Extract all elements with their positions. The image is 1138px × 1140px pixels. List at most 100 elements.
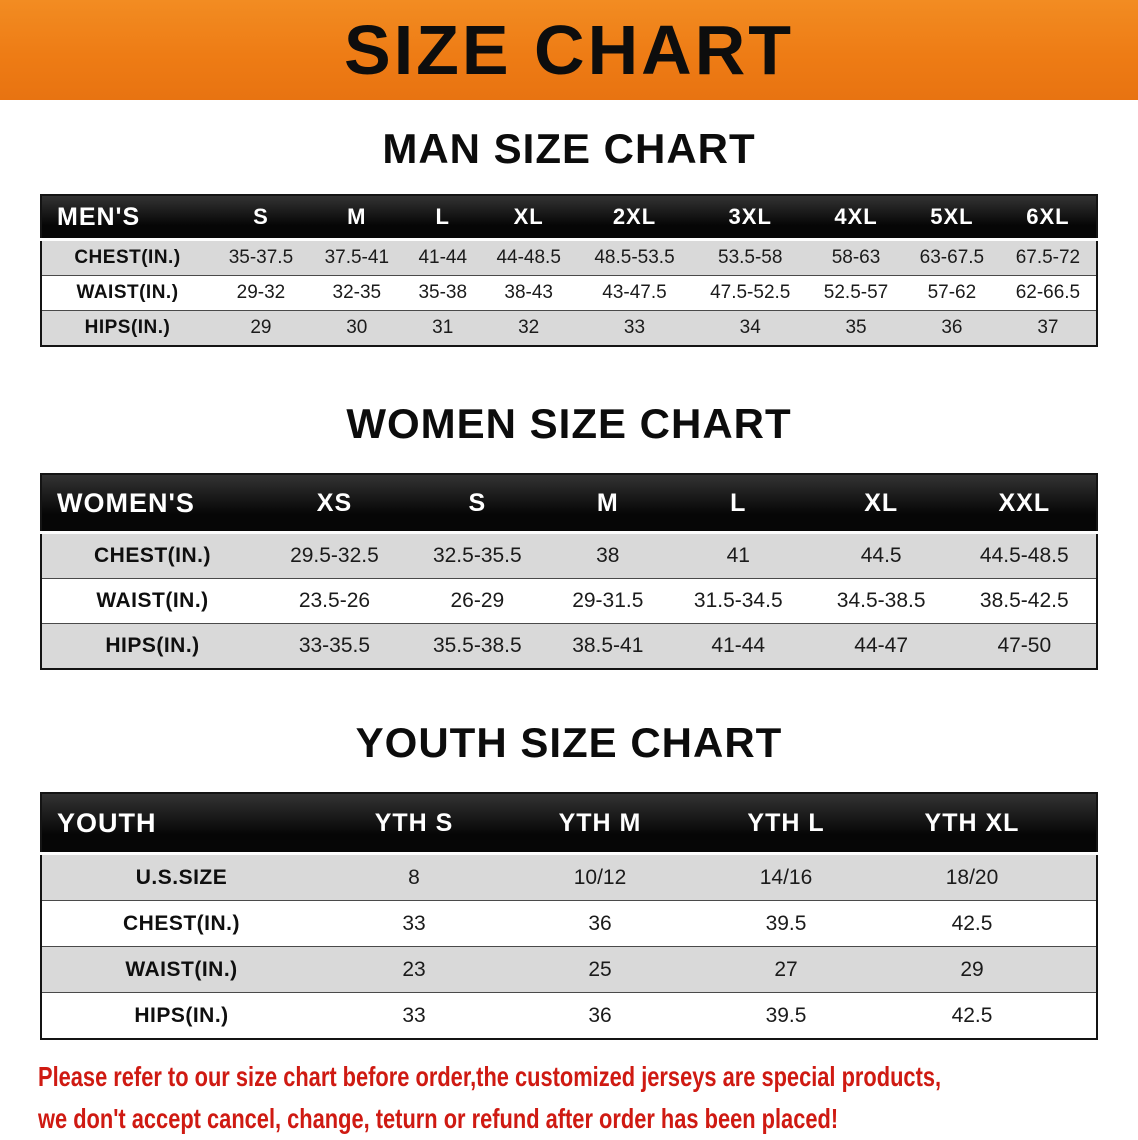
size-cell: 10/12 — [507, 852, 693, 901]
size-column-header: XXL — [952, 474, 1097, 533]
youth-section: YOUTH SIZE CHART YOUTH YTH S YTH M YTH L YTH… — [0, 720, 1138, 1040]
footer-note: Please refer to our size chart before or… — [0, 1056, 1138, 1140]
women-size-table: WOMEN'S XS S M L XL XXL CHEST(IN.) 29.5-32.5 32.5… — [40, 473, 1098, 670]
size-cell: 25 — [507, 946, 693, 993]
header-filler — [1065, 793, 1097, 854]
table-row: U.S.SIZE 8 10/12 14/16 18/20 — [41, 852, 1097, 901]
size-column-header: 4XL — [808, 195, 904, 240]
size-cell: 47-50 — [952, 623, 1097, 669]
size-column-header: L — [404, 195, 481, 240]
size-cell: 39.5 — [693, 900, 879, 947]
row-label: WAIST(IN.) — [41, 275, 213, 311]
size-cell: 30 — [308, 310, 405, 346]
size-cell: 34 — [692, 310, 809, 346]
size-cell: 29.5-32.5 — [263, 531, 406, 579]
row-label: HIPS(IN.) — [41, 992, 321, 1039]
row-filler — [1065, 992, 1097, 1039]
banner: SIZE CHART — [0, 0, 1138, 100]
size-cell: 18/20 — [879, 852, 1065, 901]
size-cell: 44-48.5 — [480, 238, 577, 276]
note-line-1: Please refer to our size chart before or… — [38, 1061, 942, 1092]
size-cell: 63-67.5 — [903, 238, 1000, 276]
size-column-header: YTH S — [321, 793, 507, 854]
size-column-header: YTH M — [507, 793, 693, 854]
row-label: HIPS(IN.) — [41, 310, 213, 346]
size-cell: 34.5-38.5 — [809, 578, 953, 624]
table-row: WAIST(IN.) 29-32 32-35 35-38 38-43 43-47.5 47.… — [41, 275, 1097, 311]
size-column-header: M — [308, 195, 405, 240]
size-cell: 41-44 — [666, 623, 810, 669]
size-cell: 32-35 — [308, 275, 405, 311]
row-filler — [1065, 946, 1097, 993]
size-column-header: XS — [263, 474, 406, 533]
size-cell: 29-32 — [213, 275, 309, 311]
size-cell: 44.5-48.5 — [952, 531, 1097, 579]
men-section: MAN SIZE CHART MEN'S S M L XL 2XL 3XL 4XL 5XL 6XL… — [0, 126, 1138, 347]
size-cell: 62-66.5 — [999, 275, 1097, 311]
size-cell: 33 — [321, 992, 507, 1039]
size-column-header: L — [666, 474, 810, 533]
youth-size-table: YOUTH YTH S YTH M YTH L YTH XL U.S.SIZE 8 10/12… — [40, 792, 1098, 1040]
size-cell: 38-43 — [480, 275, 577, 311]
row-label: HIPS(IN.) — [41, 623, 263, 669]
size-cell: 58-63 — [808, 238, 904, 276]
table-row: CHEST(IN.) 33 36 39.5 42.5 — [41, 900, 1097, 947]
size-cell: 41 — [666, 531, 810, 579]
row-label: CHEST(IN.) — [41, 238, 213, 276]
table-corner-label: WOMEN'S — [41, 474, 263, 533]
size-column-header: M — [548, 474, 667, 533]
size-cell: 44-47 — [809, 623, 953, 669]
size-cell: 14/16 — [693, 852, 879, 901]
size-cell: 36 — [507, 900, 693, 947]
table-corner-label: MEN'S — [41, 195, 213, 240]
size-cell: 31.5-34.5 — [666, 578, 810, 624]
page-title: SIZE CHART — [344, 11, 794, 89]
size-cell: 48.5-53.5 — [576, 238, 693, 276]
size-cell: 35 — [808, 310, 904, 346]
size-table-header-row: WOMEN'S XS S M L XL XXL — [41, 474, 1097, 533]
women-section: WOMEN SIZE CHART WOMEN'S XS S M L XL XXL CHEST(… — [0, 401, 1138, 670]
size-cell: 43-47.5 — [576, 275, 693, 311]
size-cell: 37.5-41 — [308, 238, 405, 276]
size-column-header: 6XL — [999, 195, 1097, 240]
size-cell: 8 — [321, 852, 507, 901]
size-cell: 36 — [903, 310, 1000, 346]
men-section-heading: MAN SIZE CHART — [382, 125, 756, 172]
row-label: CHEST(IN.) — [41, 531, 263, 579]
size-column-header: 2XL — [576, 195, 693, 240]
size-column-header: YTH L — [693, 793, 879, 854]
size-table-header-row: MEN'S S M L XL 2XL 3XL 4XL 5XL 6XL — [41, 195, 1097, 240]
row-label: CHEST(IN.) — [41, 900, 321, 947]
size-cell: 27 — [693, 946, 879, 993]
table-row: CHEST(IN.) 29.5-32.5 32.5-35.5 38 41 44.5 44.5… — [41, 531, 1097, 579]
table-row: HIPS(IN.) 29 30 31 32 33 34 35 36 37 — [41, 310, 1097, 346]
size-table-header-row: YOUTH YTH S YTH M YTH L YTH XL — [41, 793, 1097, 854]
row-label: WAIST(IN.) — [41, 946, 321, 993]
row-filler — [1065, 852, 1097, 901]
size-cell: 41-44 — [404, 238, 481, 276]
size-cell: 32 — [480, 310, 577, 346]
row-filler — [1065, 900, 1097, 947]
size-cell: 38 — [548, 531, 667, 579]
size-column-header: S — [405, 474, 549, 533]
size-cell: 67.5-72 — [999, 238, 1097, 276]
table-row: WAIST(IN.) 23.5-26 26-29 29-31.5 31.5-34.5 34… — [41, 578, 1097, 624]
size-cell: 42.5 — [879, 992, 1065, 1039]
table-row: WAIST(IN.) 23 25 27 29 — [41, 946, 1097, 993]
size-cell: 37 — [999, 310, 1097, 346]
size-cell: 29-31.5 — [548, 578, 667, 624]
size-cell: 33-35.5 — [263, 623, 406, 669]
size-cell: 52.5-57 — [808, 275, 904, 311]
youth-section-heading: YOUTH SIZE CHART — [355, 719, 783, 766]
size-cell: 35-37.5 — [213, 238, 309, 276]
size-column-header: 3XL — [692, 195, 809, 240]
table-corner-label: YOUTH — [41, 793, 321, 854]
size-cell: 23.5-26 — [263, 578, 406, 624]
size-column-header: XL — [480, 195, 577, 240]
size-column-header: YTH XL — [879, 793, 1065, 854]
size-cell: 47.5-52.5 — [692, 275, 809, 311]
size-cell: 29 — [213, 310, 309, 346]
size-cell: 42.5 — [879, 900, 1065, 947]
table-row: CHEST(IN.) 35-37.5 37.5-41 41-44 44-48.5 48.5… — [41, 238, 1097, 276]
row-label: U.S.SIZE — [41, 852, 321, 901]
